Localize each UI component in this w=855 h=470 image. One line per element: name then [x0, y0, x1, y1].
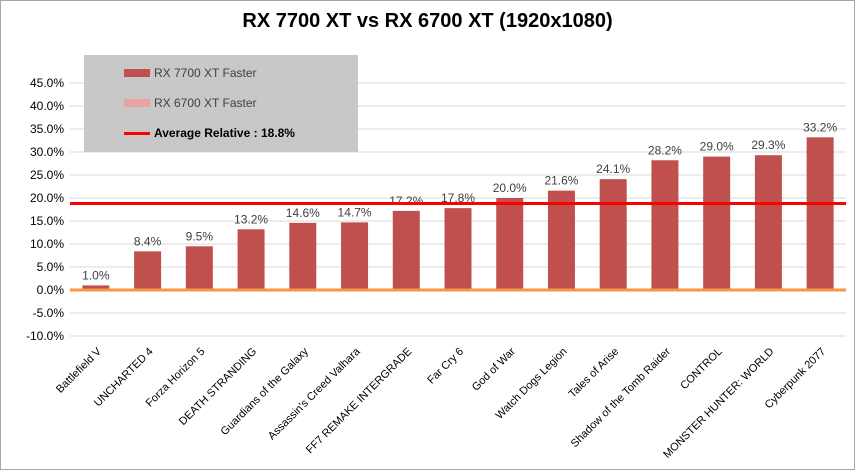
y-tick-label: -10.0% [26, 329, 64, 343]
bar [392, 210, 420, 290]
bar [651, 160, 679, 290]
x-category-label: Shadow of the Tomb Raider [569, 345, 674, 450]
y-tick-label: 25.0% [30, 168, 64, 182]
y-tick-label: 5.0% [37, 260, 65, 274]
bar [496, 198, 524, 290]
y-tick-label: -5.0% [33, 306, 65, 320]
data-label: 17.8% [441, 191, 475, 205]
data-label: 17.2% [389, 194, 423, 208]
bar [289, 222, 317, 290]
bar [134, 251, 162, 290]
legend-label-7700xt: RX 7700 XT Faster [154, 66, 257, 80]
chart-title: RX 7700 XT vs RX 6700 XT (1920x1080) [242, 10, 613, 32]
bar [703, 156, 731, 290]
x-category-label: Assassin's Creed Valhara [266, 345, 363, 442]
legend-swatch-6700xt [124, 99, 150, 107]
data-label: 1.0% [82, 268, 110, 282]
x-category-label: God of War [470, 345, 518, 393]
y-tick-label: 35.0% [30, 122, 64, 136]
bar [341, 222, 369, 290]
bar [444, 208, 472, 290]
bar [185, 246, 213, 290]
data-label: 9.5% [186, 229, 214, 243]
data-label: 33.2% [803, 120, 837, 134]
legend-item-6700xt: RX 6700 XT Faster [84, 93, 257, 113]
x-category-label: Battlefield V [54, 345, 104, 395]
legend-item-average: Average Relative : 18.8% [84, 123, 295, 143]
chart-legend: RX 7700 XT Faster RX 6700 XT Faster Aver… [84, 55, 358, 152]
x-category-label: Tales of Arise [567, 346, 622, 401]
x-category-label: MONSTER HUNTER: WORLD [661, 346, 776, 461]
bar [237, 229, 265, 290]
x-category-label: Far Cry 6 [425, 346, 466, 387]
y-tick-label: 20.0% [30, 191, 64, 205]
bar [806, 137, 834, 290]
y-tick-label: 40.0% [30, 99, 64, 113]
data-label: 14.6% [286, 206, 320, 220]
data-label: 14.7% [338, 205, 372, 219]
data-label: 29.3% [751, 138, 785, 152]
data-label: 24.1% [596, 162, 630, 176]
bar [547, 190, 575, 290]
y-tick-label: 15.0% [30, 214, 64, 228]
bar [754, 155, 782, 290]
y-tick-label: 0.0% [37, 283, 65, 297]
data-label: 13.2% [234, 212, 268, 226]
data-label: 29.0% [700, 140, 734, 154]
x-category-label: CONTROL [678, 346, 725, 393]
data-label: 28.2% [648, 143, 682, 157]
data-label: 21.6% [544, 174, 578, 188]
legend-item-7700xt: RX 7700 XT Faster [84, 63, 257, 83]
data-label: 8.4% [134, 234, 162, 248]
x-category-label: FF7 REMAKE INTERGRADE [304, 346, 414, 456]
y-tick-label: 10.0% [30, 237, 64, 251]
legend-swatch-average [124, 131, 150, 135]
legend-swatch-7700xt [124, 69, 150, 77]
legend-label-6700xt: RX 6700 XT Faster [154, 96, 257, 110]
legend-label-average: Average Relative : 18.8% [154, 126, 295, 140]
y-tick-label: 45.0% [30, 76, 64, 90]
data-label: 20.0% [493, 181, 527, 195]
y-tick-label: 30.0% [30, 145, 64, 159]
x-category-label: Guardians of the Galaxy [219, 345, 312, 438]
bar [599, 179, 627, 290]
bar [82, 285, 110, 290]
